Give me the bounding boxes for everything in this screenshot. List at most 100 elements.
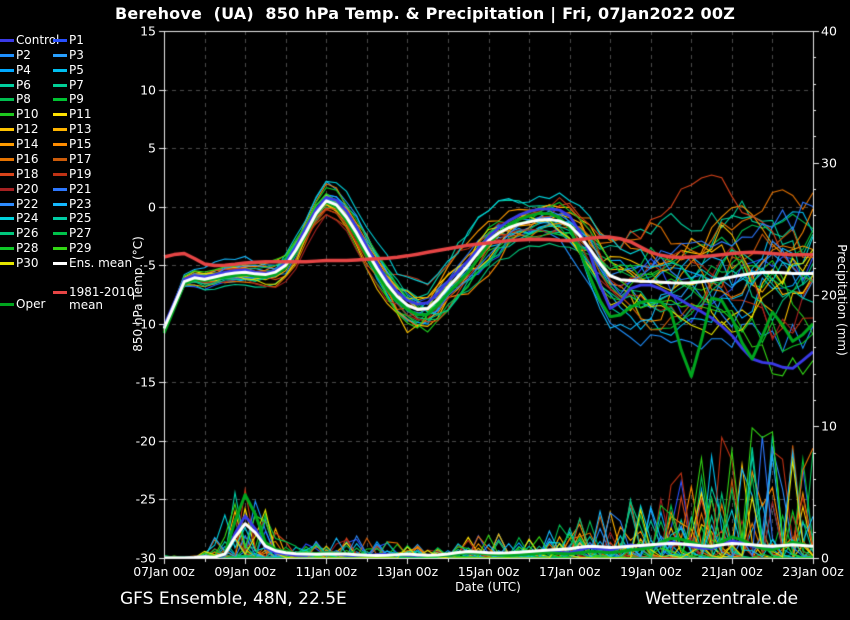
x-axis-tick-4: 11Jan 00z	[295, 564, 358, 579]
left-axis-title: 850 hPa Temp. (°C)	[131, 236, 145, 352]
legend-entry-1981-2010-mean-label: 1981-2010	[69, 285, 135, 299]
left-axis-tick-0: 0	[148, 199, 156, 215]
legend-entry-ens-mean-label: Ens. mean	[69, 256, 133, 271]
legend-entry-p14-label: P14	[16, 137, 39, 152]
legend-entry-oper-label: Oper	[16, 297, 46, 311]
left-axis-tick--20: -20	[135, 433, 156, 449]
legend-entry-p23-swatch	[53, 202, 67, 206]
left-axis-tick--5: -5	[143, 257, 156, 273]
legend-entry-control-label: Control	[16, 33, 60, 47]
legend-entry-p28-swatch	[0, 247, 14, 251]
x-axis-title: Date (UTC)	[455, 580, 521, 594]
left-axis-tick--15: -15	[135, 374, 156, 390]
legend-entry-p26-label: P26	[16, 226, 39, 241]
legend-entry-p2-label: P2	[16, 47, 31, 62]
legend-entry-p22-label: P22	[16, 196, 39, 211]
x-axis-tick-10: 17Jan 00z	[538, 564, 601, 579]
legend-entry-p23-label: P23	[69, 196, 92, 211]
legend-entry-p10-label: P10	[16, 107, 39, 122]
legend-entry-1981-2010-mean-swatch	[53, 291, 67, 294]
legend-entry-p17-swatch	[53, 157, 67, 161]
legend-entry-p27-swatch	[53, 232, 67, 236]
legend-entry-ens-mean-swatch	[53, 262, 67, 266]
legend-entry-p3-swatch	[53, 53, 67, 57]
right-axis-tick-0: 0	[821, 550, 829, 566]
legend-entry-p14-swatch	[0, 143, 14, 147]
legend-entry-p30-label: P30	[16, 256, 39, 271]
legend-entry-p24-swatch	[0, 217, 14, 221]
legend-entry-p7-swatch	[53, 83, 67, 87]
left-axis-tick-10: 10	[140, 82, 156, 98]
legend-entry-p18-label: P18	[16, 166, 39, 181]
legend-entry-p9-label: P9	[69, 92, 84, 107]
legend-entry-p13-label: P13	[69, 122, 92, 137]
right-axis-tick-30: 30	[821, 155, 837, 171]
left-axis-tick--30: -30	[135, 550, 156, 566]
legend-entry-p12-label: P12	[16, 122, 39, 137]
legend-entry-p4-label: P4	[16, 62, 31, 77]
legend-entry-p4-swatch	[0, 68, 14, 72]
right-axis-title: Precipitation (mm)	[835, 244, 849, 356]
legend-entry-p15-swatch	[53, 143, 67, 147]
legend-entry-p30-swatch	[0, 262, 14, 266]
legend-entry-p9-swatch	[53, 98, 67, 102]
legend-entry-p6-swatch	[0, 83, 14, 87]
legend-entry-p6-label: P6	[16, 77, 31, 92]
legend-entry-p8-swatch	[0, 98, 14, 102]
chart-title: Berehove (UA) 850 hPa Temp. & Precipitat…	[114, 4, 736, 23]
legend-entry-p13-swatch	[53, 128, 67, 132]
legend-entry-p12-swatch	[0, 128, 14, 132]
x-axis-tick-12: 19Jan 00z	[619, 564, 682, 579]
legend-entry-p28-label: P28	[16, 241, 39, 256]
legend-entry-p18-swatch	[0, 172, 14, 176]
right-axis-tick-20: 20	[821, 287, 837, 302]
left-axis-tick--10: -10	[135, 316, 156, 332]
left-axis-tick--25: -25	[135, 491, 156, 507]
legend-entry-control-swatch	[0, 39, 14, 42]
legend-entry-p1-label: P1	[69, 33, 84, 47]
legend-entry-p1-swatch	[53, 39, 67, 42]
x-axis-tick-0: 07Jan 00z	[133, 564, 195, 579]
legend-entry-p22-swatch	[0, 202, 14, 206]
legend-entry-p21-swatch	[53, 187, 67, 191]
x-axis-tick-8: 15Jan 00z	[457, 564, 520, 579]
legend-entry-p25-swatch	[53, 217, 67, 221]
legend-entry-p21-label: P21	[69, 181, 92, 196]
legend-entry-p11-swatch	[53, 113, 67, 117]
legend-entry-p11-label: P11	[69, 107, 92, 122]
x-axis-tick-6: 13Jan 00z	[376, 564, 439, 579]
legend-entry-p8-label: P8	[16, 92, 31, 107]
legend-entry-p20-label: P20	[16, 181, 39, 196]
legend-entry-p5-label: P5	[69, 62, 84, 77]
x-axis-tick-14: 21Jan 00z	[701, 564, 763, 579]
legend-entry-oper-swatch	[0, 303, 14, 306]
right-axis-tick-10: 10	[821, 418, 837, 434]
legend-entry-p3-label: P3	[69, 47, 84, 62]
legend-entry-p17-label: P17	[69, 151, 92, 166]
legend-entry-p25-label: P25	[69, 211, 92, 226]
legend-entry-p15-label: P15	[69, 137, 92, 152]
footer-site-credit: Wetterzentrale.de	[645, 589, 799, 609]
legend-entry-p2-swatch	[0, 53, 14, 57]
legend-entry-p19-swatch	[53, 172, 67, 176]
legend-entry-p10-swatch	[0, 113, 14, 117]
legend-entry-p16-label: P16	[16, 151, 39, 166]
legend-entry-p19-label: P19	[69, 166, 92, 181]
legend-entry-p29-swatch	[53, 247, 67, 251]
legend-entry-p5-swatch	[53, 68, 67, 72]
legend-entry-p27-label: P27	[69, 226, 92, 241]
legend-entry-p24-label: P24	[16, 211, 39, 226]
x-axis-tick-2: 09Jan 00z	[214, 564, 276, 579]
right-axis-tick-40: 40	[821, 23, 837, 39]
footer-model-info: GFS Ensemble, 48N, 22.5E	[120, 589, 347, 609]
legend-entry-p29-label: P29	[69, 241, 92, 256]
legend-entry-1981-2010-mean-label2: mean	[69, 298, 104, 312]
legend-entry-p20-swatch	[0, 187, 14, 191]
left-axis-tick-5: 5	[148, 140, 156, 156]
x-axis-tick-16: 23Jan 00z	[782, 564, 844, 579]
legend-entry-p16-swatch	[0, 157, 14, 161]
legend-entry-p26-swatch	[0, 232, 14, 236]
legend-entry-p7-label: P7	[69, 77, 84, 92]
